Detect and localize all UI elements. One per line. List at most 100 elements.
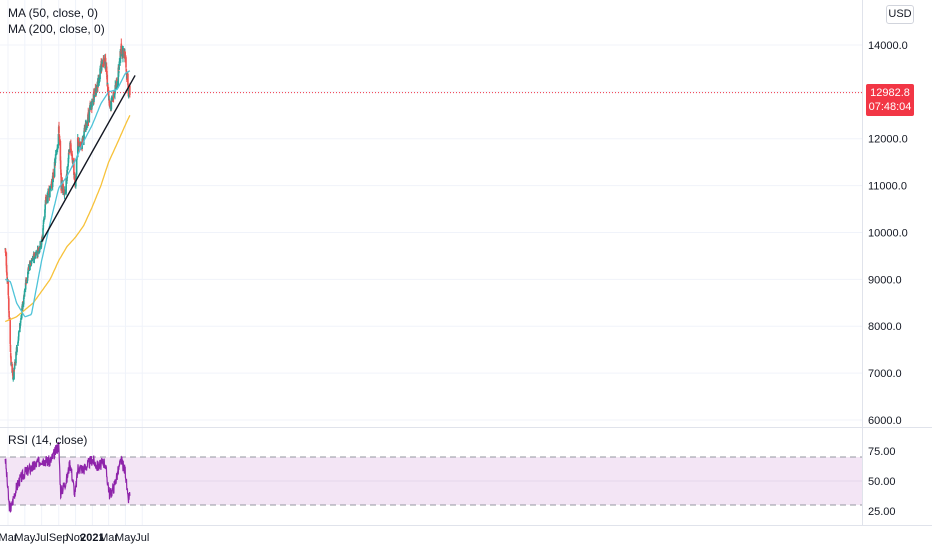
legend-ma50[interactable]: MA (50, close, 0) [8,6,99,20]
rsi-pane [0,442,862,514]
candle-body [59,140,62,161]
time-tick-label: May [14,532,35,544]
rsi-axis[interactable]: 75.00 50.00 25.00 [868,446,896,518]
candle-body [114,87,117,89]
candle-body [106,74,109,87]
candle-body [118,61,121,66]
candle-body [64,192,67,195]
candle-body [127,85,130,94]
candle-body [29,263,32,266]
candle-body [53,161,56,177]
price-tick-label: 6000.0 [868,415,902,427]
candle-body [43,218,45,220]
candle-body [10,356,12,365]
candle-body [30,260,33,262]
ma50-path [4,70,131,318]
candle-body [97,86,99,88]
candle-body [91,98,93,108]
candle-body [78,146,80,149]
candle-body [14,362,16,364]
candle-body [62,186,65,192]
candle-body [13,363,16,369]
trendline[interactable] [41,75,136,243]
candle-body [35,253,37,259]
candle-body [22,304,24,309]
candle-body [87,116,90,122]
candle-body [116,84,119,86]
trendline-path[interactable] [41,75,136,243]
candle-body [97,77,99,87]
ma200-path [4,115,131,323]
candle-body [11,363,13,373]
candle-body [44,200,47,205]
candle-body [41,237,43,239]
candle-body [8,310,10,318]
candle-body [83,130,85,141]
candle-body [42,220,45,224]
legend-ma200[interactable]: MA (200, close, 0) [8,22,105,36]
ma50-line [4,70,131,318]
last-price-tag: 12982.8 07:48:04 [866,84,914,116]
candle-body [7,281,10,296]
candle-body [66,177,68,182]
candle-body [37,249,40,252]
candle-body [44,204,47,210]
candle-body [8,317,11,321]
price-tick-label: 7000.0 [868,368,902,380]
candle-body [56,144,59,150]
candle-body [4,248,7,253]
candle-body [60,169,62,175]
candle-body [93,94,96,98]
time-tick-label: Jul [35,532,49,544]
candle-body [57,133,60,146]
candle-body [124,51,126,58]
candle-body [91,100,94,102]
candle-body [66,166,69,178]
candle-body [98,77,101,84]
candle-body [39,241,42,248]
candle-body [50,182,53,186]
candle-body [20,318,22,321]
candle-body [85,125,88,130]
candle-body [44,209,46,218]
candle-body [55,151,58,155]
price-tick-label: 10000.0 [868,227,908,239]
candle-body [10,363,13,365]
candle-body [77,141,80,148]
candle-body [99,68,101,79]
candle-body [119,57,122,59]
ma200-line [4,115,131,323]
candles [4,38,131,382]
rsi-tick-label: 50.00 [868,476,896,488]
candle-body [27,267,30,270]
candle-body [76,138,79,157]
candle-body [70,148,72,155]
candle-body [20,308,23,319]
time-tick-label: Mar [99,532,118,544]
candle-body [9,319,12,344]
candle-body [5,265,8,273]
candle-body [24,282,27,290]
candle-body [111,99,114,102]
candle-body [49,186,51,198]
candle-body [51,184,53,188]
candle-body [27,267,30,275]
candle-body [8,298,10,311]
candle-body [16,346,18,352]
candle-body [81,137,84,143]
time-tick-label: May [115,532,136,544]
candle-body [110,97,113,100]
time-tick-label: Jul [135,532,149,544]
candle-body [59,160,62,169]
candle-body [73,158,75,175]
currency-button[interactable]: USD [886,5,914,24]
candle-body [117,66,120,74]
candle-body [23,290,26,297]
legend-rsi[interactable]: RSI (14, close) [8,433,88,447]
candle-body [42,228,44,238]
candle-body [17,332,20,337]
candle-body [122,53,124,58]
candle-body [108,100,111,106]
